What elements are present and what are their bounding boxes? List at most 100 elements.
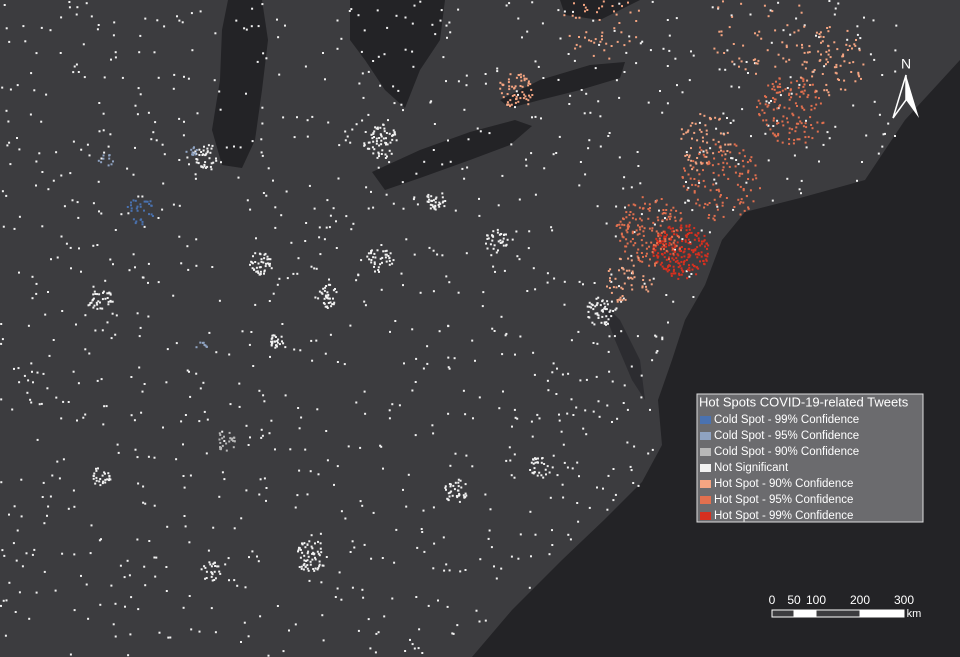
tweet-dot (739, 213, 742, 216)
tweet-dot (129, 633, 132, 636)
tweet-dot (513, 94, 516, 96)
tweet-dot (239, 146, 242, 149)
tweet-dot (189, 395, 192, 398)
tweet-dot (807, 135, 810, 138)
tweet-dot (799, 120, 802, 123)
tweet-dot (795, 44, 798, 47)
tweet-dot (698, 173, 701, 176)
tweet-dot (367, 70, 370, 73)
tweet-dot (282, 342, 285, 345)
tweet-dot (547, 389, 550, 392)
tweet-dot (190, 148, 193, 151)
tweet-dot (140, 411, 143, 414)
tweet-dot (372, 206, 375, 209)
tweet-dot (18, 271, 20, 274)
tweet-dot (558, 135, 561, 138)
tweet-dot (573, 59, 576, 62)
tweet-dot (208, 331, 211, 334)
tweet-dot (672, 300, 675, 303)
tweet-dot (492, 247, 495, 250)
tweet-dot (402, 109, 404, 112)
tweet-dot (672, 241, 675, 244)
tweet-dot (147, 455, 150, 458)
tweet-dot (382, 250, 385, 253)
tweet-dot (367, 207, 370, 210)
tweet-dot (194, 150, 197, 153)
tweet-dot (680, 273, 683, 276)
tweet-dot (166, 525, 169, 528)
tweet-dot (609, 309, 612, 312)
tweet-dot (728, 26, 731, 29)
tweet-dot (106, 292, 109, 295)
tweet-dot (41, 496, 44, 498)
tweet-dot (769, 9, 772, 12)
tweet-dot (654, 244, 657, 247)
tweet-dot (558, 419, 561, 422)
tweet-dot (551, 529, 553, 532)
tweet-dot (46, 387, 49, 390)
tweet-dot (11, 408, 14, 411)
tweet-dot (498, 407, 501, 410)
tweet-dot (92, 293, 95, 296)
tweet-dot (435, 196, 438, 199)
tweet-dot (833, 13, 836, 16)
tweet-dot (298, 469, 301, 472)
tweet-dot (792, 142, 795, 145)
tweet-dot (278, 277, 281, 280)
tweet-dot (576, 502, 579, 504)
tweet-dot (20, 515, 23, 518)
tweet-dot (749, 189, 752, 192)
tweet-dot (250, 260, 253, 263)
tweet-dot (836, 48, 839, 51)
tweet-dot (178, 159, 181, 161)
tweet-dot (434, 204, 437, 207)
tweet-dot (247, 444, 250, 446)
tweet-dot (655, 335, 658, 338)
tweet-dot (854, 44, 857, 47)
tweet-dot (610, 291, 613, 294)
tweet-dot (213, 570, 216, 573)
tweet-dot (530, 152, 533, 155)
tweet-dot (622, 268, 625, 271)
tweet-dot (805, 126, 808, 129)
tweet-dot (299, 349, 302, 352)
tweet-dot (781, 141, 784, 144)
tweet-dot (391, 403, 394, 406)
tweet-dot (536, 413, 539, 416)
tweet-dot (54, 589, 57, 592)
tweet-dot (742, 165, 745, 168)
tweet-dot (319, 253, 322, 256)
tweet-dot (445, 488, 447, 491)
tweet-dot (635, 229, 638, 232)
tweet-dot (465, 494, 468, 497)
tweet-dot (386, 143, 389, 146)
tweet-dot (433, 207, 436, 210)
tweet-dot (67, 401, 70, 403)
tweet-dot (105, 405, 108, 408)
tweet-dot (722, 215, 725, 218)
tweet-dot (704, 124, 707, 127)
tweet-dot (46, 514, 48, 517)
tweet-dot (606, 300, 609, 303)
tweet-dot (747, 171, 750, 174)
tweet-dot (478, 620, 481, 623)
tweet-dot (183, 486, 186, 489)
tweet-dot (102, 291, 104, 294)
tweet-dot (89, 552, 92, 555)
tweet-dot (309, 470, 312, 473)
tweet-dot (514, 353, 516, 356)
tweet-dot (188, 595, 191, 597)
tweet-dot (569, 94, 572, 97)
tweet-dot (622, 402, 625, 404)
tweet-dot (837, 2, 840, 5)
tweet-dot (262, 394, 265, 397)
tweet-dot (670, 243, 673, 246)
tweet-dot (613, 335, 616, 338)
tweet-dot (835, 63, 838, 66)
tweet-dot (873, 58, 876, 61)
tweet-dot (149, 200, 152, 203)
tweet-dot (42, 372, 45, 375)
tweet-dot (136, 209, 139, 212)
tweet-dot (505, 4, 508, 7)
tweet-dot (464, 492, 467, 495)
